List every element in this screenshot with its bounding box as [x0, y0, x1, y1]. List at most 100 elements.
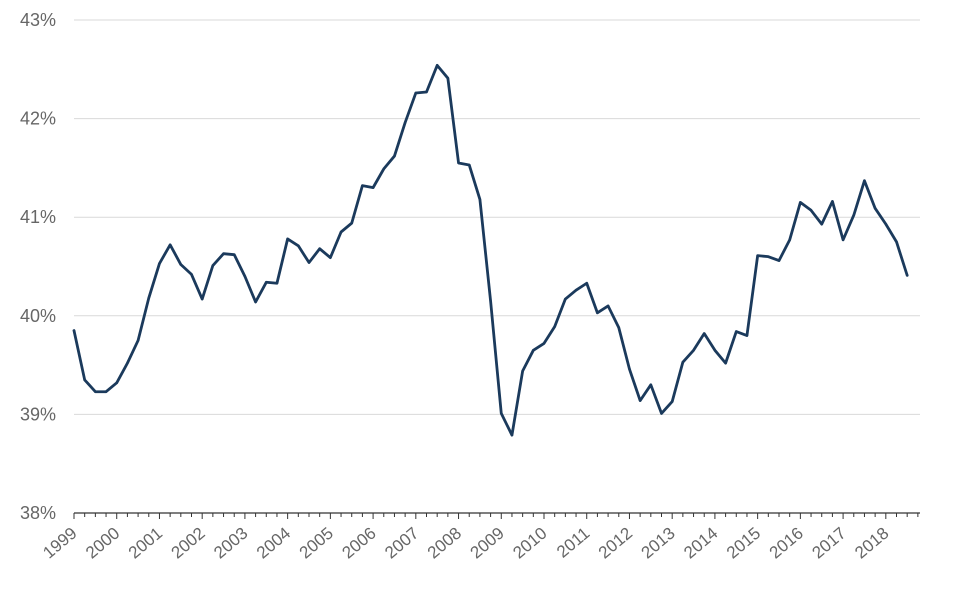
data-point — [735, 330, 738, 333]
data-point — [115, 381, 118, 385]
y-tick-label: 42% — [20, 109, 56, 129]
y-tick-label: 43% — [20, 10, 56, 30]
data-point — [681, 360, 685, 364]
data-point — [649, 383, 653, 387]
x-axis: 1999 2000 2001 2002 2003 2004 2005 2006 2007 2008… — [39, 512, 920, 563]
data-point — [222, 252, 225, 255]
data-point — [905, 274, 909, 277]
data-point — [724, 361, 727, 365]
data-point — [703, 332, 706, 335]
data-point — [660, 412, 663, 415]
data-point — [329, 256, 332, 259]
data-point — [254, 300, 257, 304]
data-point — [820, 222, 823, 226]
data-point — [200, 297, 204, 301]
data-point — [446, 76, 450, 80]
data-point — [585, 282, 588, 285]
data-point — [500, 412, 503, 415]
y-tick-label: 40% — [20, 306, 56, 326]
data-point — [756, 254, 759, 257]
data-point — [425, 90, 428, 94]
x-tick-label: 2014 — [680, 524, 721, 563]
data-point — [617, 326, 620, 329]
data-point — [468, 163, 471, 167]
x-tick-label: 2011 — [553, 524, 593, 562]
data-point — [275, 282, 279, 285]
data-point — [895, 240, 898, 244]
data-point — [713, 349, 717, 352]
x-tick-label: 2018 — [851, 524, 892, 563]
data-point — [371, 186, 375, 189]
data-point — [852, 214, 855, 217]
x-tick-label: 2008 — [424, 524, 465, 563]
data-point — [286, 237, 289, 241]
data-point — [190, 273, 193, 276]
x-tick-label: 2007 — [381, 524, 422, 563]
data-point — [307, 261, 311, 264]
data-point — [799, 201, 802, 204]
data-point — [564, 297, 567, 301]
data-point — [211, 264, 215, 267]
data-point — [638, 399, 642, 402]
data-point — [574, 288, 578, 292]
x-tick-label: 2004 — [253, 524, 294, 563]
data-point — [382, 167, 385, 171]
data-point — [361, 184, 364, 187]
data-point — [243, 275, 247, 278]
y-axis-tick-labels: 38% 39% 40% 41% 42% 43% — [20, 10, 56, 523]
data-point — [873, 207, 877, 210]
x-tick-label: 2001 — [125, 524, 166, 563]
data-point — [670, 400, 674, 403]
data-point — [489, 299, 492, 303]
data-point — [318, 247, 321, 250]
series-group — [72, 63, 909, 437]
y-tick-label: 39% — [20, 404, 56, 424]
data-point — [126, 361, 129, 365]
data-point — [809, 209, 813, 212]
data-point — [841, 238, 845, 242]
data-point — [414, 91, 418, 95]
gridlines — [74, 19, 920, 415]
data-point — [136, 339, 140, 342]
x-tick-label: 2002 — [168, 524, 209, 563]
data-point — [233, 253, 236, 256]
data-point — [831, 200, 834, 203]
data-point — [147, 296, 150, 300]
data-point — [542, 342, 546, 345]
data-point — [179, 263, 183, 266]
x-tick-label: 2016 — [766, 524, 807, 563]
x-tick-label: 2015 — [723, 524, 764, 563]
data-point — [478, 198, 482, 201]
data-point — [94, 390, 97, 393]
data-point — [158, 262, 161, 265]
data-point — [393, 154, 396, 158]
data-point — [457, 161, 460, 165]
data-point — [745, 334, 749, 337]
data-point — [168, 243, 172, 247]
data-point — [265, 281, 268, 284]
data-point — [297, 244, 300, 247]
y-tick-label: 38% — [20, 503, 56, 523]
data-point — [596, 311, 599, 315]
data-point — [435, 64, 439, 67]
data-point — [606, 304, 610, 308]
data-point — [767, 255, 770, 258]
data-point — [339, 230, 343, 234]
data-point — [403, 121, 407, 124]
x-tick-label: 2009 — [467, 524, 508, 563]
x-tick-label: 2010 — [509, 524, 550, 563]
data-point — [777, 259, 781, 262]
data-point — [72, 329, 76, 332]
data-point — [532, 349, 535, 352]
data-point — [521, 369, 524, 373]
x-tick-label: 1999 — [39, 524, 80, 563]
x-tick-label: 2000 — [82, 524, 123, 563]
data-point — [788, 238, 791, 242]
x-tick-label: 2003 — [210, 524, 251, 563]
data-point — [83, 378, 86, 382]
y-tick-label: 41% — [20, 207, 56, 227]
data-point — [350, 221, 353, 225]
series-line — [72, 63, 909, 437]
data-point — [628, 367, 631, 371]
data-point — [692, 349, 695, 352]
